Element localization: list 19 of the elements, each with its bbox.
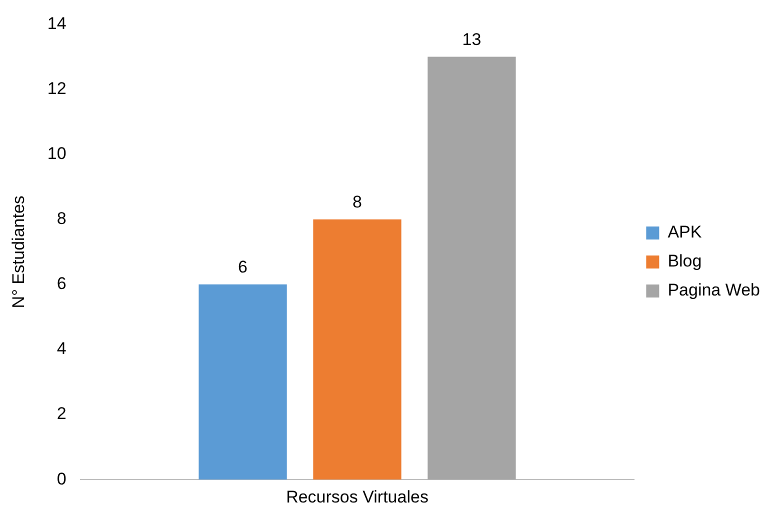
y-tick-label: 6 (56, 274, 66, 294)
data-label: 8 (352, 192, 362, 212)
y-tick-label: 14 (47, 14, 66, 33)
bar (313, 219, 402, 480)
y-axis-title: N° Estudiantes (8, 196, 28, 308)
y-tick-label: 10 (47, 144, 66, 163)
x-tick-label: Recursos Virtuales (286, 487, 428, 506)
legend-label: APK (668, 222, 702, 242)
y-tick-label: 8 (56, 209, 66, 228)
y-tick-label: 2 (56, 404, 66, 424)
legend-label: Pagina Web (668, 280, 760, 300)
y-tick-label: 0 (56, 469, 66, 488)
data-label: 13 (462, 30, 482, 49)
y-tick-label: 4 (56, 339, 66, 358)
legend-label: Blog (668, 252, 702, 271)
y-tick-label: 12 (47, 78, 66, 98)
bar (428, 56, 516, 480)
bar (198, 284, 287, 480)
data-label: 6 (238, 258, 248, 277)
